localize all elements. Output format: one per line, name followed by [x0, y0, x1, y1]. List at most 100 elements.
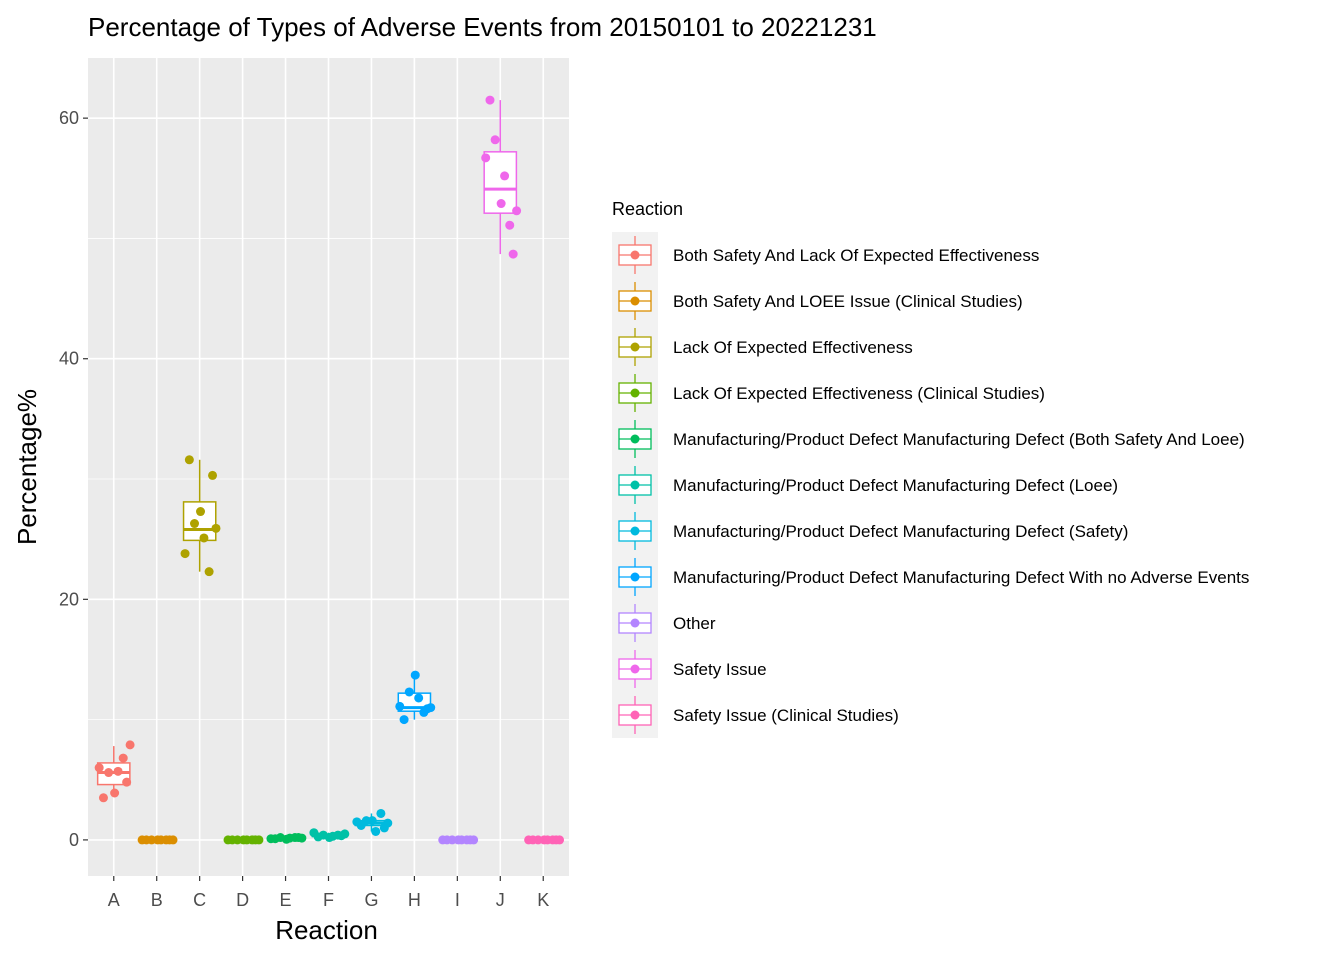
x-tick-label: K [537, 890, 549, 910]
legend-label: Lack Of Expected Effectiveness (Clinical… [673, 384, 1045, 403]
legend-label: Lack Of Expected Effectiveness [673, 338, 913, 357]
data-point-e [290, 833, 300, 843]
x-tick-label: J [496, 890, 505, 910]
x-tick-label: D [236, 890, 249, 910]
data-point-g [383, 818, 393, 828]
x-tick-label: F [323, 890, 334, 910]
data-point-h [414, 693, 424, 703]
data-point-j [500, 171, 510, 181]
data-point-h [419, 707, 429, 717]
legend-key-point [630, 480, 640, 490]
legend-key-point [630, 572, 640, 582]
data-point-c [204, 567, 214, 577]
x-tick-label: A [108, 890, 120, 910]
data-point-j [490, 135, 500, 145]
data-point-k [548, 835, 558, 845]
legend-item: Safety Issue (Clinical Studies) [618, 696, 899, 734]
chart-title: Percentage of Types of Adverse Events fr… [88, 12, 877, 42]
data-point-b [168, 835, 178, 845]
data-point-d [247, 835, 257, 845]
legend-label: Other [673, 614, 716, 633]
y-tick-label: 40 [59, 349, 79, 369]
legend: Reaction Both Safety And Lack Of Expecte… [612, 199, 1249, 738]
data-point-f [313, 832, 323, 842]
data-point-f [324, 833, 334, 843]
legend-label: Manufacturing/Product Defect Manufacturi… [673, 476, 1118, 495]
legend-item: Both Safety And LOEE Issue (Clinical Stu… [618, 282, 1023, 320]
x-tick-label: I [455, 890, 460, 910]
y-tick-label: 60 [59, 108, 79, 128]
data-points [94, 95, 565, 845]
data-point-j [512, 206, 522, 216]
data-point-g [356, 820, 366, 830]
data-point-c [180, 549, 190, 559]
y-tick-label: 20 [59, 589, 79, 609]
data-point-d [238, 835, 248, 845]
data-point-j [481, 153, 491, 163]
data-point-i [442, 835, 452, 845]
x-tick-label: E [280, 890, 292, 910]
x-tick-label: H [408, 890, 421, 910]
legend-key-point [630, 618, 640, 628]
legend-item: Lack Of Expected Effectiveness [618, 328, 913, 366]
data-point-d [254, 835, 264, 845]
data-point-g [371, 826, 381, 836]
legend-title: Reaction [612, 199, 683, 219]
data-point-a [122, 777, 132, 787]
legend-item: Manufacturing/Product Defect Manufacturi… [618, 466, 1118, 504]
data-point-h [395, 701, 405, 711]
data-point-c [211, 523, 221, 533]
data-point-i [469, 835, 479, 845]
legend-key-point [630, 710, 640, 720]
legend-key-point [630, 434, 640, 444]
data-point-f [340, 829, 350, 839]
data-point-j [485, 95, 495, 105]
legend-key-point [630, 664, 640, 674]
data-point-j [505, 220, 515, 230]
data-point-a [94, 763, 104, 773]
data-point-k [539, 835, 549, 845]
data-point-b [161, 835, 171, 845]
legend-key-point [630, 250, 640, 260]
y-axis: 0 20 40 60 [59, 108, 88, 850]
x-axis: A B C D E F G H I J K [108, 876, 549, 910]
data-point-a [104, 768, 114, 778]
data-point-i [462, 835, 472, 845]
data-point-j [508, 249, 518, 259]
x-tick-label: B [151, 890, 163, 910]
legend-key-point [630, 342, 640, 352]
x-axis-title: Reaction [275, 915, 378, 945]
data-point-c [190, 519, 200, 529]
data-point-a [125, 740, 135, 750]
legend-item: Both Safety And Lack Of Expected Effecti… [618, 236, 1039, 274]
legend-item: Manufacturing/Product Defect Manufacturi… [618, 558, 1249, 596]
data-point-j [496, 199, 506, 209]
data-point-h [399, 715, 409, 725]
legend-item: Lack Of Expected Effectiveness (Clinical… [618, 374, 1045, 412]
legend-label: Safety Issue [673, 660, 767, 679]
data-point-a [118, 753, 128, 763]
legend-key-point [630, 526, 640, 536]
data-point-i [453, 835, 463, 845]
data-point-b [153, 835, 163, 845]
data-point-h [426, 703, 436, 713]
legend-label: Safety Issue (Clinical Studies) [673, 706, 899, 725]
data-point-f [333, 830, 343, 840]
x-tick-label: C [193, 890, 206, 910]
data-point-b [141, 835, 151, 845]
legend-items: Both Safety And Lack Of Expected Effecti… [618, 236, 1249, 734]
data-point-e [270, 834, 280, 844]
y-axis-title: Percentage% [12, 389, 42, 545]
data-point-e [281, 834, 291, 844]
data-point-g [367, 816, 377, 826]
legend-item: Manufacturing/Product Defect Manufacturi… [618, 420, 1245, 458]
data-point-c [199, 533, 209, 543]
legend-key-point [630, 388, 640, 398]
legend-label: Both Safety And Lack Of Expected Effecti… [673, 246, 1039, 265]
legend-label: Manufacturing/Product Defect Manufacturi… [673, 430, 1245, 449]
x-tick-label: G [364, 890, 378, 910]
data-point-k [528, 835, 538, 845]
data-point-d [227, 835, 237, 845]
